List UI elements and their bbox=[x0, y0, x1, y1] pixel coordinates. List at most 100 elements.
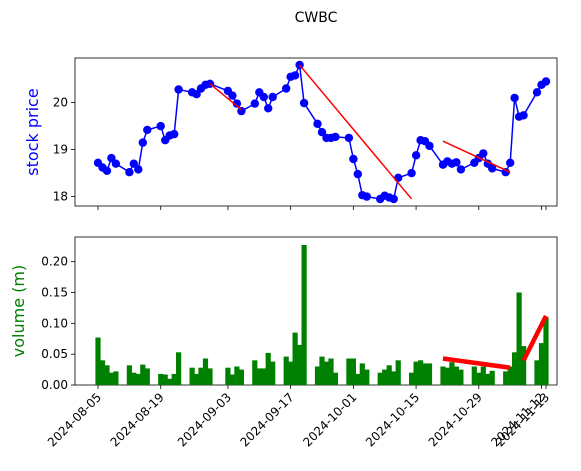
volume-bar bbox=[534, 360, 540, 385]
volume-bar bbox=[158, 373, 164, 385]
price-point bbox=[407, 168, 416, 178]
price-point bbox=[250, 99, 259, 108]
price-point bbox=[264, 104, 273, 113]
volume-bar bbox=[234, 366, 240, 385]
price-point bbox=[394, 173, 403, 182]
price-point bbox=[282, 84, 291, 93]
volume-panel: 0.00 0.05 0.10 0.15 0.20 volume (m) bbox=[9, 236, 558, 392]
price-point bbox=[519, 111, 528, 120]
volume-bar bbox=[301, 245, 307, 385]
volume-bar bbox=[521, 346, 527, 385]
price-point bbox=[232, 99, 242, 108]
volume-bar bbox=[328, 358, 334, 385]
volume-bar bbox=[265, 352, 271, 385]
volume-bar bbox=[126, 365, 132, 385]
price-point bbox=[452, 158, 461, 167]
volume-bar bbox=[503, 371, 509, 385]
volume-trend-line bbox=[521, 314, 549, 362]
volume-bar bbox=[104, 365, 110, 385]
volume-bar bbox=[229, 374, 235, 385]
price-point bbox=[425, 141, 434, 151]
price-point bbox=[143, 125, 152, 135]
price-trend-line bbox=[442, 140, 511, 173]
price-point bbox=[331, 132, 340, 142]
volume-bar bbox=[140, 364, 146, 385]
volume-bar bbox=[261, 368, 267, 385]
volume-bar bbox=[108, 372, 114, 385]
price-plot-frame bbox=[74, 57, 558, 207]
volume-bar bbox=[319, 356, 325, 385]
volume-bar bbox=[538, 343, 545, 385]
price-point bbox=[134, 165, 143, 174]
price-point bbox=[389, 194, 398, 204]
xtick-label: 2024-09-17 bbox=[238, 390, 297, 449]
price-point bbox=[344, 133, 354, 143]
volume-bar bbox=[283, 356, 289, 385]
price-point bbox=[313, 119, 322, 128]
price-point bbox=[138, 138, 147, 147]
price-point bbox=[510, 93, 519, 103]
volume-bar bbox=[476, 372, 482, 385]
price-point bbox=[532, 88, 542, 97]
volume-bar bbox=[422, 363, 428, 385]
price-point bbox=[362, 192, 371, 201]
price-trend-line bbox=[299, 64, 413, 200]
volume-bar bbox=[167, 378, 173, 385]
volume-bar bbox=[202, 358, 209, 385]
volume-bar bbox=[176, 352, 182, 385]
volume-bar bbox=[171, 373, 177, 385]
volume-ytick-label: 0.15 bbox=[41, 286, 68, 300]
volume-bar bbox=[444, 367, 450, 385]
volume-bar bbox=[395, 360, 401, 385]
price-axis-label: stock price bbox=[23, 88, 42, 175]
volume-bar bbox=[458, 369, 464, 385]
price-point bbox=[174, 85, 183, 94]
price-point bbox=[125, 168, 134, 177]
volume-bar bbox=[409, 372, 415, 385]
volume-bar bbox=[418, 360, 424, 385]
volume-bar bbox=[512, 352, 518, 385]
price-point bbox=[228, 91, 237, 100]
volume-bar bbox=[350, 358, 356, 385]
volume-bar bbox=[377, 372, 383, 385]
volume-bar bbox=[346, 358, 352, 385]
volume-bar bbox=[113, 371, 119, 385]
price-point bbox=[456, 165, 466, 174]
volume-bar bbox=[485, 373, 491, 385]
volume-bar bbox=[95, 337, 101, 385]
xtick-label: 2024-11-13 bbox=[493, 390, 552, 449]
volume-bar bbox=[207, 368, 213, 385]
volume-bar bbox=[382, 369, 388, 385]
volume-bar bbox=[297, 344, 303, 385]
volume-bar bbox=[332, 372, 338, 385]
volume-axis-label: volume (m) bbox=[9, 265, 28, 357]
price-point bbox=[268, 92, 277, 102]
volume-bar bbox=[471, 366, 477, 385]
xtick-label: 2024-09-03 bbox=[175, 390, 234, 449]
volume-bar bbox=[198, 367, 204, 385]
volume-bar bbox=[355, 373, 361, 385]
volume-bar bbox=[314, 366, 321, 385]
volume-bar bbox=[449, 362, 455, 385]
xtick-label: 2024-10-29 bbox=[426, 390, 485, 449]
price-trend-line bbox=[209, 83, 242, 111]
price-point bbox=[299, 98, 309, 108]
price-ytick-label: 20 bbox=[53, 96, 68, 110]
volume-bar bbox=[386, 365, 392, 385]
xtick-label: 2024-10-15 bbox=[363, 390, 422, 449]
volume-trend-line bbox=[442, 356, 511, 370]
price-point bbox=[506, 158, 515, 167]
volume-bar bbox=[162, 374, 168, 385]
volume-bar bbox=[238, 369, 244, 385]
price-point bbox=[501, 168, 510, 177]
price-ytick-label: 18 bbox=[53, 190, 68, 204]
price-point bbox=[129, 159, 138, 168]
xtick-label: 2024-08-19 bbox=[108, 390, 167, 449]
volume-ytick-label: 0.00 bbox=[41, 378, 68, 392]
volume-bar bbox=[135, 373, 141, 385]
volume-bar bbox=[252, 360, 258, 385]
volume-bar bbox=[270, 361, 276, 385]
price-point bbox=[411, 151, 421, 160]
volume-bar bbox=[391, 371, 397, 385]
